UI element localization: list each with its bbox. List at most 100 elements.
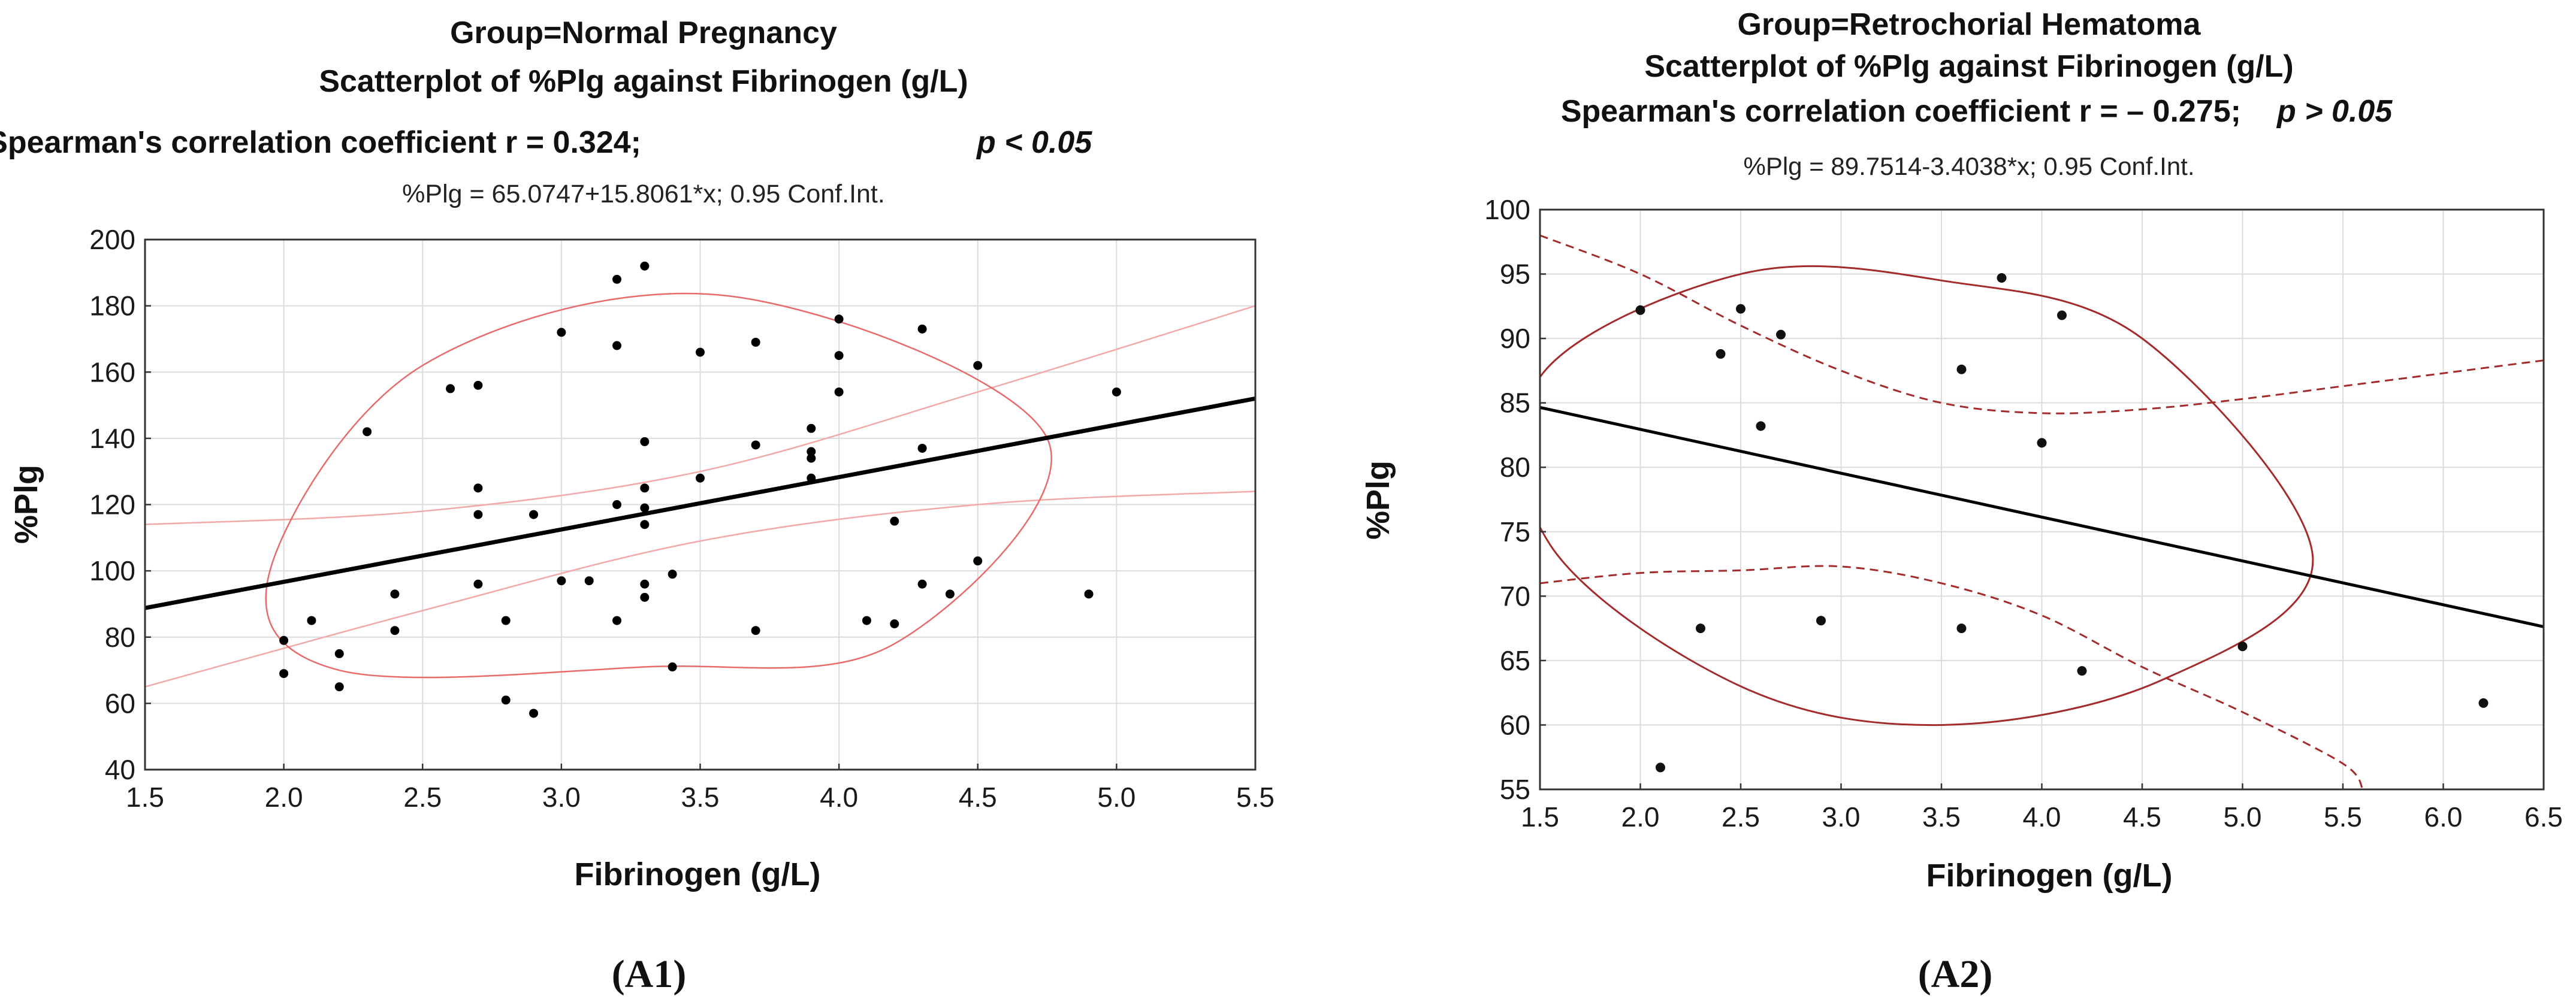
chart-a1-x-tick-label: 5.0 bbox=[1097, 782, 1136, 813]
chart-a1-ellipse-group bbox=[265, 292, 1052, 679]
chart-a2-subtitle: Scatterplot of %Plg against Fibrinogen (… bbox=[1644, 49, 2293, 84]
chart-a1-x-tick-label: 4.5 bbox=[959, 782, 997, 813]
chart-a2-point bbox=[2237, 641, 2248, 652]
chart-a1-point bbox=[334, 682, 344, 692]
chart-a1-y-ticks: 40 60 80 100 120 140 160 180 200 bbox=[89, 224, 151, 785]
chart-a2-point bbox=[2037, 438, 2047, 448]
chart-a2-point bbox=[1956, 623, 1967, 634]
chart-a2-x-tick-label: 2.5 bbox=[1722, 801, 1760, 833]
chart-a2-x-tick-label: 5.0 bbox=[2224, 801, 2262, 833]
chart-a1-point bbox=[751, 440, 760, 450]
chart-a1-panel-label: (A1) bbox=[612, 952, 687, 996]
chart-a1-point bbox=[751, 337, 760, 347]
chart-a2-points bbox=[1635, 273, 2489, 773]
chart-a1-point bbox=[640, 261, 650, 271]
chart-a1-regression-text: %Plg = 65.0747+15.8061*x; 0.95 Conf.Int. bbox=[402, 180, 885, 208]
chart-a2-x-tick-label: 6.5 bbox=[2524, 801, 2563, 833]
chart-a2-x-tick-label: 1.5 bbox=[1521, 801, 1559, 833]
chart-a1-y-axis-label: %Plg bbox=[8, 465, 44, 544]
chart-a2-point bbox=[1716, 349, 1726, 359]
chart-a1-y-tick-label: 60 bbox=[105, 688, 135, 719]
chart-a1: Group=Normal Pregnancy Scatterplot of %P… bbox=[0, 16, 1275, 996]
chart-a1-point bbox=[890, 619, 899, 629]
chart-a2-y-axis-label: %Plg bbox=[1360, 461, 1396, 540]
chart-a2-regression-line bbox=[1539, 405, 2544, 628]
chart-a2-confidence-band bbox=[1540, 234, 2544, 789]
chart-a1-point bbox=[390, 589, 400, 599]
chart-a1-x-tick-label: 3.0 bbox=[542, 782, 581, 813]
chart-a2-point bbox=[2478, 698, 2489, 708]
chart-a2-x-tick-label: 4.0 bbox=[2023, 801, 2061, 833]
chart-a2-y-tick-label: 65 bbox=[1500, 645, 1530, 676]
chart-a1-y-tick-label: 140 bbox=[89, 423, 135, 454]
chart-a1-point bbox=[501, 695, 511, 705]
chart-a1-point bbox=[279, 669, 289, 679]
chart-a1-point bbox=[473, 380, 483, 390]
chart-a1-stat-text: Spearman's correlation coefficient r = 0… bbox=[0, 125, 641, 160]
chart-a1-point bbox=[917, 324, 927, 334]
chart-a1-point bbox=[640, 579, 650, 589]
chart-a2-point bbox=[1696, 623, 1705, 634]
chart-a1-point bbox=[640, 437, 650, 446]
chart-a2-y-tick-label: 90 bbox=[1500, 323, 1530, 354]
chart-a2-y-tick-label: 95 bbox=[1500, 259, 1530, 290]
chart-a1-point bbox=[973, 556, 983, 566]
chart-a2-point bbox=[1816, 616, 1826, 626]
chart-a2-x-tick-label: 5.5 bbox=[2324, 801, 2362, 833]
chart-a1-point bbox=[834, 387, 844, 396]
chart-a1-point bbox=[473, 510, 483, 519]
chart-a1-regression-line bbox=[144, 396, 1256, 610]
chart-a2-x-tick-label: 2.0 bbox=[1621, 801, 1660, 833]
chart-a1-x-tick-label: 5.5 bbox=[1236, 782, 1275, 813]
chart-a1-point bbox=[1112, 387, 1121, 396]
chart-a1-point bbox=[640, 520, 650, 529]
chart-a1-y-tick-label: 120 bbox=[89, 489, 135, 520]
chart-a1-y-tick-label: 200 bbox=[89, 224, 135, 255]
chart-a2-stat-text: Spearman's correlation coefficient r = –… bbox=[1561, 94, 2241, 129]
chart-a1-x-ticks: 1.5 2.0 2.5 3.0 3.5 4.0 4.5 5.0 5.5 bbox=[126, 764, 1275, 813]
chart-a2-conf-band-lower bbox=[1540, 565, 2364, 789]
chart-a1-point bbox=[334, 649, 344, 658]
chart-a1-point bbox=[640, 483, 650, 493]
chart-a1-point bbox=[529, 709, 539, 718]
chart-a1-point bbox=[529, 510, 539, 519]
chart-a2-point bbox=[1756, 421, 1766, 431]
chart-a1-point bbox=[668, 662, 677, 672]
chart-a1-prediction-ellipse bbox=[265, 292, 1052, 679]
chart-a2-point bbox=[1997, 273, 2007, 283]
chart-a1-point bbox=[612, 616, 622, 625]
chart-a1-y-tick-label: 100 bbox=[89, 555, 135, 586]
chart-a1-x-tick-label: 2.0 bbox=[265, 782, 303, 813]
chart-a2-x-tick-label: 3.5 bbox=[1922, 801, 1961, 833]
chart-a1-x-tick-label: 2.5 bbox=[403, 782, 442, 813]
chart-a2-y-ticks: 55 60 65 70 75 80 85 90 95 100 bbox=[1484, 194, 1546, 805]
chart-a1-x-axis-label: Fibrinogen (g/L) bbox=[575, 856, 821, 892]
chart-a1-point bbox=[473, 579, 483, 589]
chart-a1-point bbox=[612, 274, 622, 284]
chart-a1-point bbox=[640, 592, 650, 602]
chart-a1-y-tick-label: 80 bbox=[105, 622, 135, 653]
chart-a1-point bbox=[390, 626, 400, 635]
chart-a1-point bbox=[807, 447, 816, 456]
chart-a2-point bbox=[1956, 364, 1967, 374]
chart-a1-point bbox=[696, 347, 705, 357]
chart-a1-point bbox=[945, 589, 955, 599]
chart-a2-regression-text: %Plg = 89.7514-3.4038*x; 0.95 Conf.Int. bbox=[1743, 152, 2194, 180]
chart-a1-point bbox=[668, 570, 677, 579]
chart-a1-regression-group bbox=[144, 396, 1256, 610]
chart-a1-y-tick-label: 160 bbox=[89, 356, 135, 388]
chart-a1-point bbox=[279, 635, 289, 645]
chart-a2-prediction-ellipse bbox=[1540, 265, 2314, 726]
chart-a1-point bbox=[640, 503, 650, 513]
chart-a1-point bbox=[557, 576, 566, 586]
chart-a1-point bbox=[696, 473, 705, 483]
chart-a1-point bbox=[834, 351, 844, 361]
chart-a2-regression-group bbox=[1539, 405, 2544, 628]
chart-a1-conf-band-lower bbox=[145, 491, 1255, 688]
chart-a1-point bbox=[917, 443, 927, 453]
chart-a1-point bbox=[807, 453, 816, 463]
chart-a2-panel-label: (A2) bbox=[1918, 952, 1993, 996]
chart-a1-conf-band-upper bbox=[145, 305, 1255, 525]
chart-a1-point bbox=[890, 516, 899, 526]
